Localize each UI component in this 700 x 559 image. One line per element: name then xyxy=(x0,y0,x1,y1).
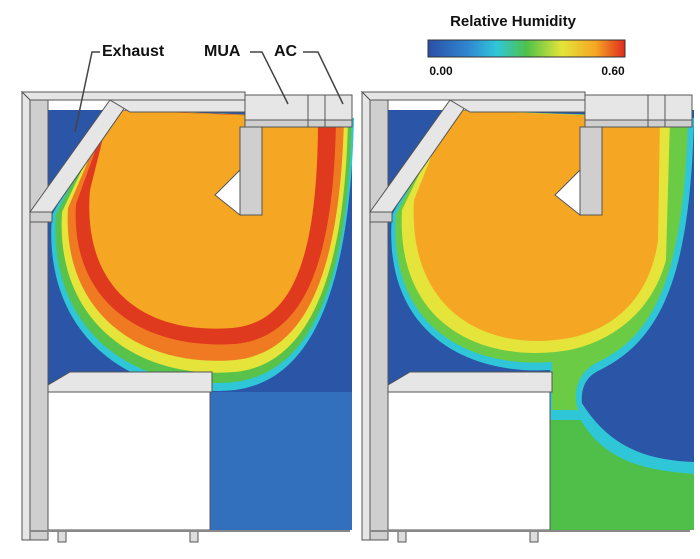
annotation: Exhaust xyxy=(102,43,165,60)
annotation: AC xyxy=(274,43,298,60)
leader xyxy=(303,51,344,105)
annotation: MUA xyxy=(204,43,241,60)
right-field xyxy=(388,110,694,530)
leader xyxy=(250,51,289,105)
left-field xyxy=(48,110,355,530)
colorbar xyxy=(427,39,626,58)
colorbar-title: Relative Humidity xyxy=(450,13,577,30)
leader xyxy=(74,51,100,133)
colorbar-label: 0.60 xyxy=(601,64,625,78)
colorbar-label: 0.00 xyxy=(429,64,453,78)
